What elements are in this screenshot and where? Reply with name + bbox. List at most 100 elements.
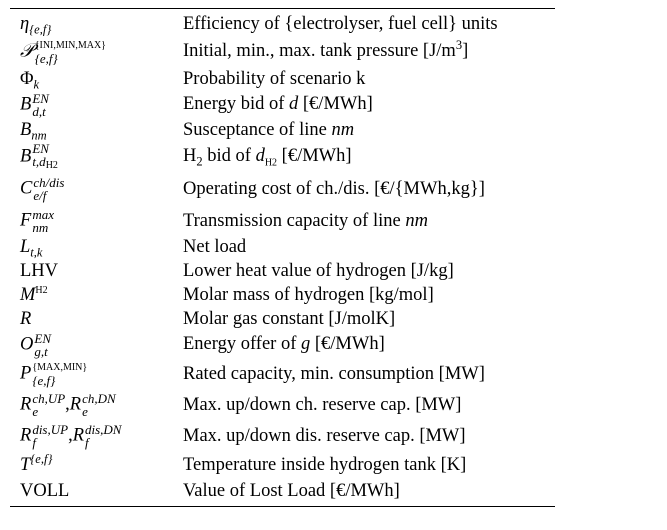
bottom-rule bbox=[10, 506, 555, 507]
symbol-Bnm: B bbox=[20, 120, 32, 140]
description-cell: Rated capacity, min. consumption [MW] bbox=[183, 363, 485, 384]
symbol-Rdis-dn-indices: dis,DN f bbox=[85, 422, 122, 449]
symbol-cell: B EN t,dH2 bbox=[10, 142, 173, 171]
symbol-P-indices: {INI,MIN,MAX} {e,f} bbox=[34, 39, 106, 65]
description-cell: Net load bbox=[183, 236, 247, 257]
table-row: O EN g,t Energy offer of g [€/MWh] bbox=[10, 331, 555, 359]
symbol-O-indices: EN g,t bbox=[34, 332, 51, 359]
description-text: Initial, min., max. tank pressure [J/m bbox=[183, 41, 456, 61]
description-cell: Efficiency of {electrolyser, fuel cell} … bbox=[183, 13, 498, 34]
symbol-C-indices: ch/dis e/f bbox=[33, 175, 65, 203]
symbol-O-sub: g,t bbox=[34, 343, 48, 359]
description-cell: Molar gas constant [J/molK] bbox=[183, 308, 396, 329]
table-row: VOLL Value of Lost Load [€/MWh] bbox=[10, 479, 555, 503]
symbol-cell: P {MAX,MIN} {e,f} bbox=[10, 359, 173, 390]
symbol-Rch-up: R bbox=[20, 394, 32, 415]
symbol-comma: , bbox=[65, 394, 70, 415]
description-sup: 3 bbox=[455, 37, 463, 52]
description-cell: Susceptance of line nm bbox=[173, 119, 555, 143]
symbol-Phi: Φ bbox=[20, 68, 34, 89]
description-cell: Temperature inside hydrogen tank [K] bbox=[183, 454, 467, 475]
table-row: T{e,f} Temperature inside hydrogen tank … bbox=[10, 452, 555, 480]
description-var-sub: H2 bbox=[264, 157, 278, 169]
symbol-BH2-subsub: H2 bbox=[45, 159, 58, 171]
symbol-cell: Lt,k bbox=[10, 235, 173, 259]
symbol-T-sup: {e,f} bbox=[30, 451, 53, 466]
description-pre: Transmission capacity of line bbox=[183, 210, 406, 231]
symbol-Rch-dn-sup: ch,DN bbox=[82, 391, 116, 406]
symbol-B-indices: EN d,t bbox=[32, 92, 49, 119]
description-cell: Max. up/down ch. reserve cap. [MW] bbox=[183, 394, 462, 415]
description-pre: Energy offer of bbox=[183, 334, 301, 355]
symbol-Pcap-sup: {MAX,MIN} bbox=[32, 362, 88, 373]
symbol-P-sup: {INI,MIN,MAX} bbox=[34, 39, 106, 51]
symbol-LHV: LHV bbox=[20, 260, 59, 281]
symbol-F: F bbox=[20, 210, 32, 231]
table-row: LHV Lower heat value of hydrogen [J/kg] bbox=[10, 259, 555, 283]
symbol-Rch-up-sub: e bbox=[32, 404, 39, 419]
symbol-Rdis-dn: R bbox=[72, 425, 84, 446]
table-row: B EN d,t Energy bid of d [€/MWh] bbox=[10, 91, 555, 119]
symbol-C-sup: ch/dis bbox=[33, 175, 65, 190]
description-cell: Max. up/down dis. reserve cap. [MW] bbox=[183, 425, 466, 446]
symbol-cell: R bbox=[10, 307, 173, 331]
symbol-BH2-indices: EN t,dH2 bbox=[32, 142, 58, 171]
symbol-cell: B EN d,t bbox=[10, 91, 173, 119]
symbol-cell: η{e,f} bbox=[10, 12, 173, 36]
symbol-Rch-up-indices: ch,UP e bbox=[32, 392, 65, 419]
symbol-cell: MH2 bbox=[10, 283, 173, 307]
symbol-L-sub: t,k bbox=[30, 245, 43, 260]
description-cell: Molar mass of hydrogen [kg/mol] bbox=[183, 284, 434, 305]
symbol-Pcap: P bbox=[20, 363, 32, 384]
description-cell: Energy offer of g [€/MWh] bbox=[173, 331, 555, 359]
table-row: MH2 Molar mass of hydrogen [kg/mol] bbox=[10, 283, 555, 307]
symbol-L: L bbox=[20, 236, 31, 257]
symbol-comma: , bbox=[68, 425, 73, 446]
symbol-P-script: 𝒫 bbox=[20, 38, 34, 61]
symbol-eta-sub: {e,f} bbox=[29, 22, 52, 37]
symbol-eta: η bbox=[20, 13, 30, 34]
table-row: B EN t,dH2 H2 bid of dH2 [€/MWh] bbox=[10, 142, 555, 171]
description-pre: Energy bid of bbox=[183, 94, 290, 115]
symbol-F-indices: max nm bbox=[32, 208, 54, 234]
symbol-BH2-sub: t,dH2 bbox=[32, 155, 58, 171]
description-var: d bbox=[255, 146, 265, 166]
description-sub: 2 bbox=[196, 154, 203, 169]
symbol-O: O bbox=[20, 334, 34, 354]
symbol-Rdis-dn-sup: dis,DN bbox=[85, 422, 122, 437]
top-rule bbox=[10, 8, 555, 9]
symbol-cell: T{e,f} bbox=[10, 452, 173, 480]
symbol-cell: LHV bbox=[10, 259, 173, 283]
symbol-Rdis-up: R bbox=[20, 425, 32, 446]
table-row: R Molar gas constant [J/molK] bbox=[10, 307, 555, 331]
table-row: η{e,f} Efficiency of {electrolyser, fuel… bbox=[10, 12, 555, 36]
symbol-cell: Bnm bbox=[10, 119, 173, 143]
symbol-cell: 𝒫 {INI,MIN,MAX} {e,f} bbox=[10, 36, 173, 67]
symbol-B: B bbox=[20, 94, 32, 114]
symbol-Pcap-sub: {e,f} bbox=[32, 373, 56, 388]
symbol-R: R bbox=[20, 308, 32, 329]
table-row: P {MAX,MIN} {e,f} Rated capacity, min. con… bbox=[10, 359, 555, 390]
symbol-VOLL: VOLL bbox=[20, 480, 70, 501]
symbol-B-sub: d,t bbox=[32, 103, 46, 119]
description-post: [€/MWh] bbox=[277, 146, 352, 166]
symbol-C-sub: e/f bbox=[33, 188, 47, 203]
description-cell: Probability of scenario k bbox=[183, 68, 366, 89]
description-mid: bid of bbox=[202, 146, 256, 166]
description-cell: H2 bid of dH2 [€/MWh] bbox=[173, 143, 555, 171]
symbol-Rdis-up-indices: dis,UP f bbox=[32, 423, 68, 449]
symbol-M-sup: H2 bbox=[35, 284, 48, 296]
symbol-cell: VOLL bbox=[10, 479, 173, 503]
description-tail: ] bbox=[462, 41, 469, 61]
symbol-cell: O EN g,t bbox=[10, 331, 173, 359]
description-cell: Lower heat value of hydrogen [J/kg] bbox=[183, 260, 454, 281]
table-row: 𝒫 {INI,MIN,MAX} {e,f} Initial, min., max. … bbox=[10, 36, 555, 67]
symbol-Rch-dn-sub: e bbox=[82, 404, 88, 419]
